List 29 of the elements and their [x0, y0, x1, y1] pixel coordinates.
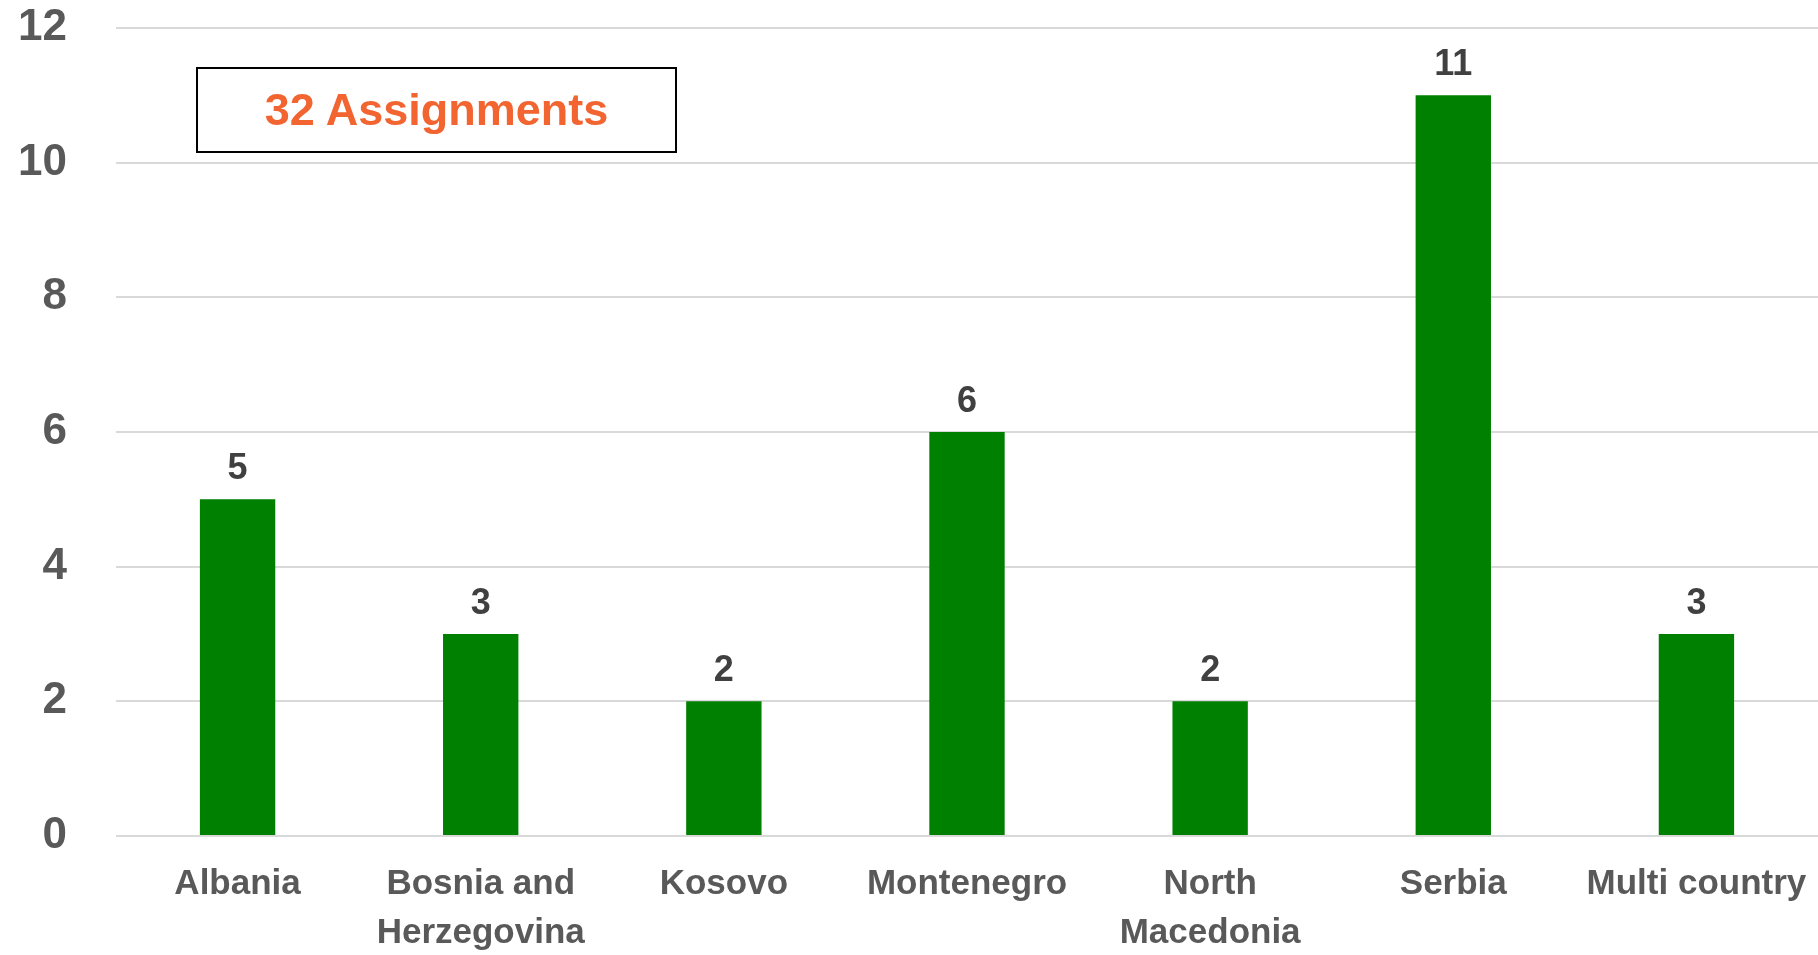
y-tick-label: 0 [42, 808, 67, 858]
y-tick-label: 2 [42, 673, 67, 723]
data-label: 3 [470, 581, 491, 622]
data-label: 6 [956, 379, 978, 420]
x-tick-label: Albania [174, 862, 302, 902]
data-label: 5 [227, 446, 248, 488]
data-label: 2 [1200, 648, 1221, 690]
data-label: 3 [1686, 581, 1707, 622]
y-tick-label: 4 [42, 538, 68, 588]
annotation: 32 Assignments [264, 84, 609, 136]
bar [1658, 634, 1735, 835]
bar [1172, 701, 1248, 835]
x-tick-label: Kosovo [659, 862, 789, 902]
data-label: 11 [1434, 42, 1473, 84]
bar [929, 432, 1005, 835]
bar [199, 499, 276, 835]
x-tick-label: Serbia [1399, 862, 1508, 902]
x-tick-label: Montenegro [866, 862, 1068, 902]
y-tick-label: 12 [18, 0, 67, 50]
y-tick-label: 10 [18, 134, 67, 184]
bar [686, 701, 762, 835]
data-label: 2 [713, 648, 734, 690]
y-tick-label: 8 [42, 269, 67, 319]
bar [443, 634, 519, 835]
bar [1415, 95, 1491, 835]
x-tick-label: Bosnia and Herzegovina [376, 862, 586, 951]
x-tick-label: Multi country [1586, 862, 1807, 902]
y-tick-label: 6 [42, 404, 67, 454]
x-tick-label: North Macedonia [1119, 862, 1302, 951]
